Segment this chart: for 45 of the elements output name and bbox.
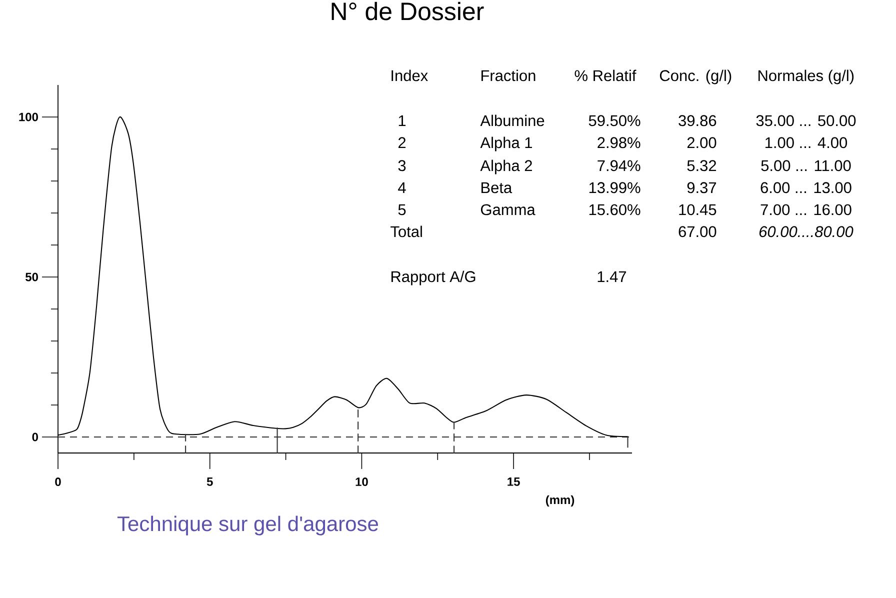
text: 1.00 ... 4.00 (766, 137, 848, 148)
annotation: Albumine (480, 114, 544, 126)
y-tick-label: 50 (26, 272, 38, 282)
text: Normales (g/l) (758, 70, 854, 84)
text: 9.37 (687, 182, 716, 194)
text: Fraction (481, 70, 536, 82)
annotation: 2 (398, 137, 406, 148)
text: Technique sur gel d'agarose (117, 516, 378, 536)
annotation: Gamma (480, 204, 536, 216)
text: % Relatif (574, 70, 636, 82)
annotation: 4 (398, 182, 406, 194)
text: 7.00 ... 16.00 (760, 204, 852, 216)
annotation: 3 (398, 160, 406, 172)
y-tick-label: 0 (32, 432, 38, 442)
text: 35.00 ... 50.00 (756, 115, 856, 126)
x-tick-label: 0 (55, 478, 61, 486)
x-axis-title: (mm) (546, 495, 574, 506)
annotation: 2.98% (598, 137, 640, 148)
x-tick-label: 5 (206, 478, 213, 486)
text: 5.32 (687, 160, 716, 172)
annotation: 59.50% (588, 115, 640, 126)
annotation: Beta (481, 182, 512, 194)
annotation: 13.99% (589, 182, 640, 194)
y-tick-label: 100 (19, 112, 38, 122)
text: 60.00....80.00 (759, 226, 854, 238)
text: 39.86 (678, 115, 716, 126)
chart-title: N° de Dossier (332, 2, 484, 20)
x-tick-label: 10 (356, 478, 368, 486)
text: 2.00 (687, 137, 716, 148)
text: Index (392, 70, 428, 82)
text: 6.00 ... 13.00 (760, 182, 852, 194)
text: 5.00 ... 11.00 (761, 160, 851, 172)
annotation: 5 (398, 204, 406, 216)
text: 67.00 (678, 226, 716, 238)
text: 10.45 (679, 204, 716, 216)
annotation: 7.94% (598, 160, 640, 172)
annotation: 1 (398, 115, 406, 126)
x-tick-label: 15 (508, 478, 520, 486)
annotation: Alpha 2 (480, 160, 532, 174)
annotation: Alpha 1 (480, 136, 532, 152)
annotation: Rapport A/G (391, 270, 476, 286)
annotation: Total (390, 226, 422, 238)
annotation: 15.60% (589, 204, 640, 216)
text: Conc. (g/l) (660, 70, 732, 84)
annotation: 1.47 (598, 271, 626, 282)
